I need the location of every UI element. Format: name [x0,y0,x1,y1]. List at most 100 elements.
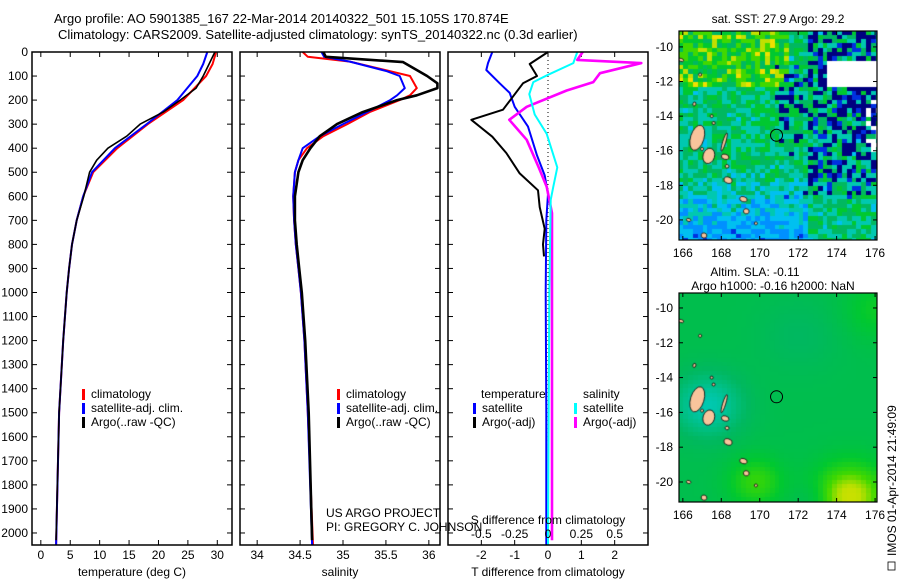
depth-tick-label: 1000 [1,285,28,299]
map-sla [678,292,878,503]
legend-label: Argo(-adj) [583,415,636,429]
lon-tick-label: 168 [711,246,731,260]
legend-swatch [82,403,85,414]
sla-map-raster [679,293,877,502]
depth-tick-label: 1700 [1,454,28,468]
map-title: Argo h1000: -0.16 h2000: NaN [691,279,854,293]
legend-label: climatology [91,387,151,401]
x-tick-label: 0 [545,548,552,562]
series-line-satellite-adj-clim- [55,51,209,546]
x-tick-label: 36 [422,548,436,562]
legend-label: satellite-adj. clim. [346,401,438,415]
series-line-s-satellite [528,51,579,546]
legend-label: Argo(..raw -QC) [91,415,176,429]
x-tick-label: 25 [181,548,195,562]
x-tick-label: 0 [37,548,44,562]
x-tick-label: 34 [250,548,264,562]
depth-tick-label: 600 [8,189,28,203]
depth-tick-label: 1600 [1,430,28,444]
depth-tick-label: 200 [8,93,28,107]
x-tick-label: -2 [476,548,487,562]
sst-map-raster [679,31,877,240]
x-tick-label: 15 [122,548,136,562]
lat-tick-label: -14 [656,371,674,385]
x-tick-label: 34.5 [288,548,312,562]
legend-swatch [574,403,577,414]
panel-frame [31,51,233,546]
argo-float-marker [770,128,784,142]
x-tick-label: 20 [152,548,166,562]
series-line-climatology [55,51,218,546]
panel-difference [447,51,649,546]
x-tick-label: 35.5 [374,548,398,562]
legend-label: Argo(..raw -QC) [346,415,431,429]
depth-tick-label: 1200 [1,334,28,348]
lat-tick-label: -14 [656,109,674,123]
depth-tick-label: 800 [8,237,28,251]
lon-tick-label: 174 [827,246,847,260]
s-tick-label: 0.25 [570,527,594,541]
legend-label: climatology [346,387,406,401]
x-tick-label: -1 [509,548,520,562]
x-axis-label: T difference from climatology [471,565,625,579]
lat-tick-label: -12 [656,336,674,350]
lon-tick-label: 168 [711,508,731,522]
legend-swatch [574,417,577,428]
s-tick-label: -0.25 [501,527,529,541]
x-tick-label: 30 [211,548,225,562]
legend-swatch [82,417,85,428]
x-tick-label: 10 [93,548,107,562]
lon-tick-label: 170 [750,508,770,522]
lon-tick-label: 176 [865,246,885,260]
depth-tick-label: 1900 [1,502,28,516]
legend-swatch [473,403,476,414]
lat-tick-label: -20 [656,213,674,227]
series-line-argo-raw-qc- [293,51,439,541]
x-axis-label: salinity [322,565,359,579]
credit-text: PI: GREGORY C. JOHNSON [326,520,482,534]
panel-temperature [31,51,233,546]
x-tick-label: 35 [336,548,350,562]
depth-tick-label: 700 [8,213,28,227]
figure-title-line: Climatology: CARS2009. Satellite-adjuste… [58,27,578,42]
legend-swatch [473,417,476,428]
panel-frame [239,51,441,546]
s-tick-label: 0 [545,527,552,541]
depth-tick-label: 1400 [1,382,28,396]
depth-tick-label: 0 [21,45,28,59]
legend-header: salinity [583,387,620,401]
legend-header: temperature [481,387,546,401]
depth-tick-label: 1300 [1,358,28,372]
x-axis-label: temperature (deg C) [78,565,186,579]
figure-title-line: Argo profile: AO 5901385_167 22-Mar-2014… [54,11,509,26]
lat-tick-label: -16 [656,405,674,419]
map-sst [678,30,878,241]
series-line-t-satellite [485,51,549,545]
lat-tick-label: -10 [656,40,674,54]
map-frame [678,292,878,503]
lat-tick-label: -18 [656,440,674,454]
legend-label: satellite [482,401,523,415]
lat-tick-label: -18 [656,178,674,192]
series-line-s-argo-adj- [507,51,643,541]
series-line-climatology [292,51,418,546]
lat-tick-label: -12 [656,75,674,89]
s-tick-label: 0.5 [606,527,623,541]
depth-tick-label: 400 [8,141,28,155]
depth-tick-label: 500 [8,165,28,179]
timestamp-stamp: IMOS 01-Apr-2014 21:49:09 [885,405,899,556]
map-frame [678,30,878,241]
argo-float-marker [770,390,784,404]
x-tick-label: 1 [578,548,585,562]
depth-tick-label: 300 [8,117,28,131]
lat-tick-label: -20 [656,475,674,489]
legend-label: satellite [583,401,624,415]
stamp-box-icon [887,561,896,571]
lat-tick-label: -10 [656,301,674,315]
x-tick-label: 2 [611,548,618,562]
legend-swatch [337,403,340,414]
legend-swatch [337,389,340,400]
series-line-argo-raw-qc- [55,51,216,541]
